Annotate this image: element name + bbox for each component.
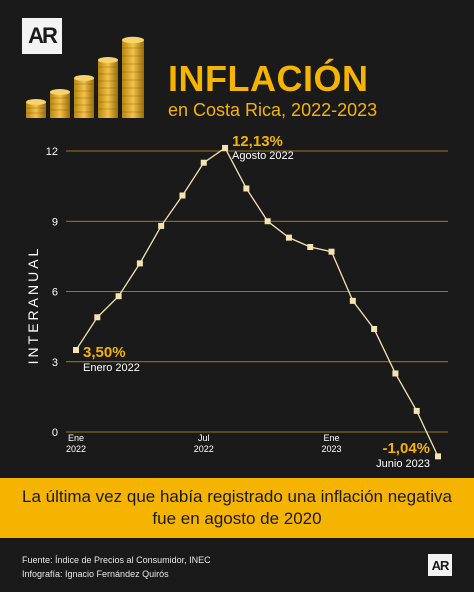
y-axis-label: INTERANUAL <box>25 246 41 365</box>
data-point <box>136 260 143 267</box>
footer: Fuente: Índice de Precios al Consumidor,… <box>22 553 211 581</box>
y-tick-label: 0 <box>52 427 58 439</box>
annotation-date: Junio 2023 <box>376 458 430 470</box>
source-text: Fuente: Índice de Precios al Consumidor,… <box>22 555 211 565</box>
data-point <box>307 244 314 251</box>
data-point <box>328 248 335 255</box>
x-tick-year: 2022 <box>66 444 86 454</box>
ar-logo-small: AR <box>428 554 452 576</box>
x-tick-year: 2023 <box>322 444 342 454</box>
x-tick-label: Ene <box>324 433 340 443</box>
data-point <box>264 218 271 225</box>
info-banner: La última vez que había registrado una i… <box>0 478 474 538</box>
data-point <box>222 144 229 151</box>
annotation-value: -1,04% <box>382 440 430 457</box>
y-tick-label: 3 <box>52 357 58 369</box>
data-point <box>349 297 356 304</box>
data-point <box>392 370 399 377</box>
credit-text: Infografía: Ignacio Fernández Quirós <box>22 569 169 579</box>
data-point <box>285 234 292 241</box>
annotation-value: 12,13% <box>232 133 283 150</box>
coin-stacks-icon <box>26 36 144 118</box>
series-line <box>75 147 439 457</box>
data-point <box>243 185 250 192</box>
annotation-date: Agosto 2022 <box>232 150 294 162</box>
annotation-date: Enero 2022 <box>83 362 140 374</box>
data-point <box>371 325 378 332</box>
y-tick-label: 12 <box>46 146 58 158</box>
data-point <box>73 347 79 354</box>
data-point <box>179 192 186 199</box>
data-point <box>200 159 207 166</box>
x-tick-label: Jul <box>198 433 210 443</box>
data-point <box>435 453 441 460</box>
data-point <box>413 407 420 414</box>
x-tick-label: Ene <box>68 433 84 443</box>
chart-subtitle: en Costa Rica, 2022-2023 <box>168 100 378 120</box>
annotation-value: 3,50% <box>83 344 126 361</box>
ar-logo: AR <box>22 18 62 54</box>
banner-text: La última vez que había registrado una i… <box>21 487 452 528</box>
y-tick-label: 9 <box>52 216 58 228</box>
data-point <box>158 222 165 229</box>
data-point <box>115 293 122 300</box>
chart-title: INFLACIÓN <box>168 58 369 99</box>
y-tick-label: 6 <box>52 287 58 299</box>
inflation-line-chart: 036912INTERANUALEne2022Jul2022Ene20233,5… <box>25 133 448 470</box>
data-point <box>94 314 101 321</box>
x-tick-year: 2022 <box>194 444 214 454</box>
